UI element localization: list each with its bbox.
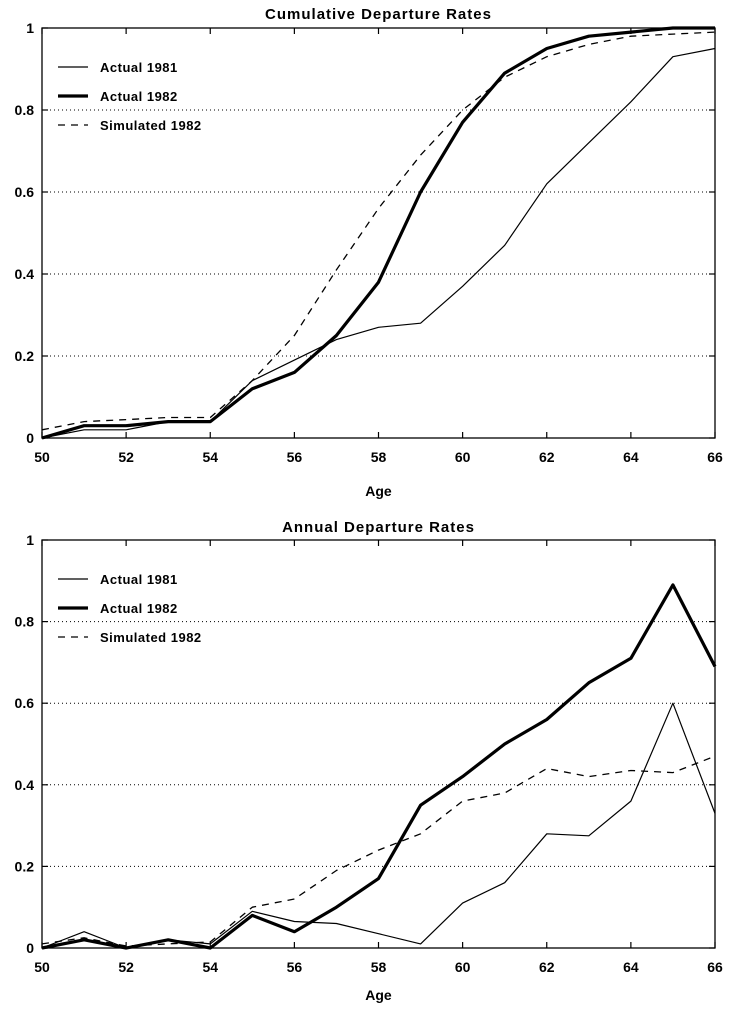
x-tick-label: 64 [623,959,639,975]
legend-label: Actual 1982 [100,89,178,104]
y-tick-label: 0.4 [15,777,35,793]
chart-title: Annual Departure Rates [282,519,475,536]
legend: Actual 1981 Actual 1982 Simulated 1982 [58,60,202,133]
x-tick-label: 50 [34,449,50,465]
series-line-actual-1982 [41,26,715,440]
y-tick-label: 0.6 [15,184,35,200]
legend-label: Actual 1982 [100,601,178,616]
x-tick-label: 62 [539,959,555,975]
y-tick-label: 0.2 [15,348,35,364]
series-line-actual-1981 [41,47,716,439]
x-tick-label: 56 [287,449,303,465]
x-tick-label: 64 [623,449,639,465]
y-tick-label: 1 [26,532,34,548]
x-tick-label: 66 [707,449,723,465]
y-tick-label: 0.2 [15,858,35,874]
x-tick-label: 52 [118,449,134,465]
x-tick-label: 58 [371,959,387,975]
x-tick-label: 56 [287,959,303,975]
x-tick-label: 54 [202,959,218,975]
y-tick-label: 0.8 [15,614,35,630]
legend-label: Actual 1981 [100,572,178,587]
series-line-actual-1982 [41,583,717,950]
y-tick-label: 1 [26,20,34,36]
legend-label: Simulated 1982 [100,118,202,133]
legend-label: Actual 1981 [100,60,178,75]
x-axis-label: Age [365,483,392,499]
x-tick-label: 60 [455,449,471,465]
y-tick-label: 0 [26,940,34,956]
legend: Actual 1981 Actual 1982 Simulated 1982 [58,572,202,645]
y-tick-label: 0.4 [15,266,35,282]
chart-panel-2: Annual Departure Rates 0 0.2 0.4 0.6 0.8 1 50 52… [15,519,723,1003]
y-tick-label: 0.8 [15,102,35,118]
series-line-actual-1981 [41,702,716,949]
x-tick-label: 60 [455,959,471,975]
chart-title: Cumulative Departure Rates [265,6,492,23]
x-tick-label: 58 [371,449,387,465]
y-tick-label: 0 [26,430,34,446]
x-tick-label: 66 [707,959,723,975]
x-tick-label: 62 [539,449,555,465]
series-line-simulated-1982 [41,755,716,947]
x-tick-label: 54 [202,449,218,465]
legend-label: Simulated 1982 [100,630,202,645]
y-tick-label: 0.6 [15,695,35,711]
chart-panel-1: Cumulative Departure Rates 0 0.2 0.4 0.6 0.8 1… [15,6,723,499]
x-tick-label: 50 [34,959,50,975]
x-axis-label: Age [365,987,392,1003]
x-tick-label: 52 [118,959,134,975]
